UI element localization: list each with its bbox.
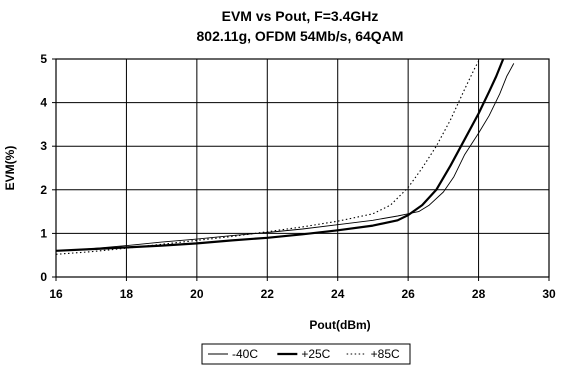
- x-tick-label: 22: [261, 287, 275, 301]
- legend-box: [201, 343, 411, 365]
- chart-subtitle: 802.11g, OFDM 54Mb/s, 64QAM: [197, 28, 404, 44]
- y-tick-label: 0: [40, 270, 47, 284]
- legend-label: +25C: [301, 347, 330, 361]
- x-tick-label: 18: [120, 287, 134, 301]
- tick-labels: 16 18 20 22 24 26 28 30 0 1 2 3 4 5: [40, 52, 556, 301]
- legend-label: -40C: [232, 347, 258, 361]
- y-tick-label: 5: [40, 52, 47, 66]
- series-line-0: [55, 63, 515, 252]
- legend-label: +85C: [371, 347, 400, 361]
- plot-frame: [55, 58, 550, 278]
- x-tick-label: 24: [331, 287, 345, 301]
- x-tick-label: 28: [472, 287, 486, 301]
- x-tick-label: 30: [542, 287, 556, 301]
- y-tick-label: 3: [40, 139, 47, 153]
- grid-lines: [55, 58, 550, 278]
- x-tick-label: 26: [401, 287, 415, 301]
- y-tick-label: 4: [40, 96, 47, 110]
- y-tick-label: 2: [40, 183, 47, 197]
- x-tick-label: 16: [49, 287, 63, 301]
- chart-title: EVM vs Pout, F=3.4GHz: [222, 8, 379, 24]
- y-tick-label: 1: [40, 226, 47, 240]
- series-lines: [55, 58, 515, 255]
- x-tick-label: 20: [190, 287, 204, 301]
- x-axis-label: Pout(dBm): [309, 318, 370, 332]
- series-line-1: [55, 58, 505, 252]
- legend: -40C +25C +85C: [201, 343, 411, 365]
- y-axis-label: EVM(%): [3, 146, 17, 191]
- series-line-2: [55, 60, 480, 255]
